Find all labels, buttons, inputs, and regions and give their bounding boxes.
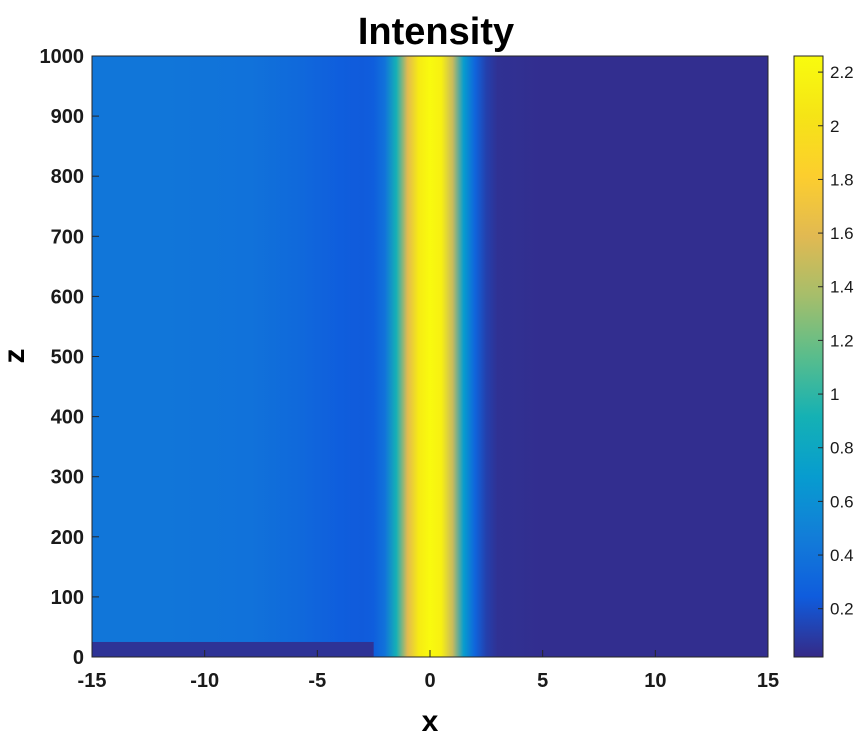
y-tick-label: 600: [51, 286, 84, 308]
colorbar-tick-label: 1.8: [830, 170, 854, 189]
bottom-low-intensity-region: [92, 641, 374, 657]
y-tick-label: 1000: [40, 46, 85, 68]
y-tick-label: 0: [73, 647, 84, 669]
x-tick-label: 15: [757, 670, 779, 692]
colorbar-tick-label: 0.2: [830, 600, 854, 619]
y-tick-label: 300: [51, 467, 84, 489]
colorbar-ticks: 0.2 0.4 0.6 0.8 1 1.2 1.4 1.6 1.8 2 2.2: [818, 63, 854, 619]
x-axis-ticks: -15 -10 -5 0 5 10 15: [78, 650, 779, 692]
colorbar-tick-label: 2.2: [830, 63, 854, 82]
y-tick-label: 100: [51, 587, 84, 609]
colorbar-tick-label: 0.8: [830, 439, 854, 458]
x-tick-label: 5: [537, 670, 548, 692]
y-tick-label: 900: [51, 106, 84, 128]
x-axis-label: x: [422, 705, 439, 738]
colorbar-tick-label: 2: [830, 117, 839, 136]
y-tick-label: 700: [51, 226, 84, 248]
y-tick-label: 400: [51, 407, 84, 429]
y-axis-label: z: [0, 349, 31, 364]
colorbar-tick-label: 1.2: [830, 331, 854, 350]
x-tick-label: -10: [190, 670, 219, 692]
colorbar-tick-label: 0.4: [830, 546, 854, 565]
x-tick-label: -15: [78, 670, 107, 692]
x-tick-label: 0: [424, 670, 435, 692]
colorbar-tick-label: 1: [830, 385, 839, 404]
colorbar-tick-label: 1.4: [830, 278, 854, 297]
y-tick-label: 200: [51, 527, 84, 549]
colorbar-gradient: [794, 56, 823, 657]
chart-title: Intensity: [358, 11, 514, 53]
x-tick-label: -5: [308, 670, 326, 692]
plot-area: [91, 55, 769, 658]
y-tick-label: 800: [51, 166, 84, 188]
colorbar-tick-label: 0.6: [830, 492, 854, 511]
colorbar: 0.2 0.4 0.6 0.8 1 1.2 1.4 1.6 1.8 2 2.2: [793, 55, 854, 658]
colorbar-tick-label: 1.6: [830, 224, 854, 243]
y-axis-ticks: 0 100 200 300 400 500 600 700 800 900 1000: [40, 46, 99, 669]
colorbar-frame: [793, 55, 824, 658]
heatmap-field: [92, 56, 768, 657]
y-tick-label: 500: [51, 347, 84, 369]
x-tick-label: 10: [644, 670, 666, 692]
